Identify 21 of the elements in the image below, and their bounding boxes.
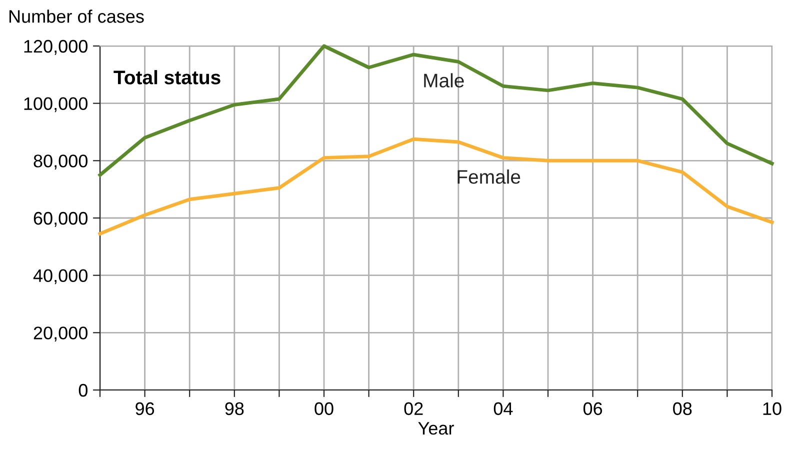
x-tick-label: 02 (404, 402, 423, 416)
series-label: Male (424, 73, 464, 88)
y-tick-label: 120,000 (24, 40, 88, 55)
y-tick-label: 60,000 (34, 212, 88, 227)
x-tick-label: 06 (583, 402, 602, 416)
y-tick-label: 0 (78, 384, 88, 397)
y-tick-label: 80,000 (34, 154, 88, 170)
annotation: Total status (114, 70, 220, 84)
y-tick-label: 100,000 (24, 97, 88, 112)
x-tick-label: 04 (494, 402, 513, 416)
x-tick-label: 10 (763, 402, 782, 416)
y-tick-label: 20,000 (34, 326, 88, 342)
y-tick-label: 40,000 (33, 269, 88, 284)
series-label: Female (458, 170, 520, 184)
x-tick-label: 98 (225, 402, 244, 416)
line-series (98, 137, 774, 236)
x-tick-label: 00 (314, 402, 334, 416)
x-axis-title: Year (418, 422, 454, 435)
x-tick-label: 96 (136, 402, 154, 416)
y-axis-title: Number of cases (9, 10, 144, 23)
x-tick-label: 08 (673, 402, 692, 416)
